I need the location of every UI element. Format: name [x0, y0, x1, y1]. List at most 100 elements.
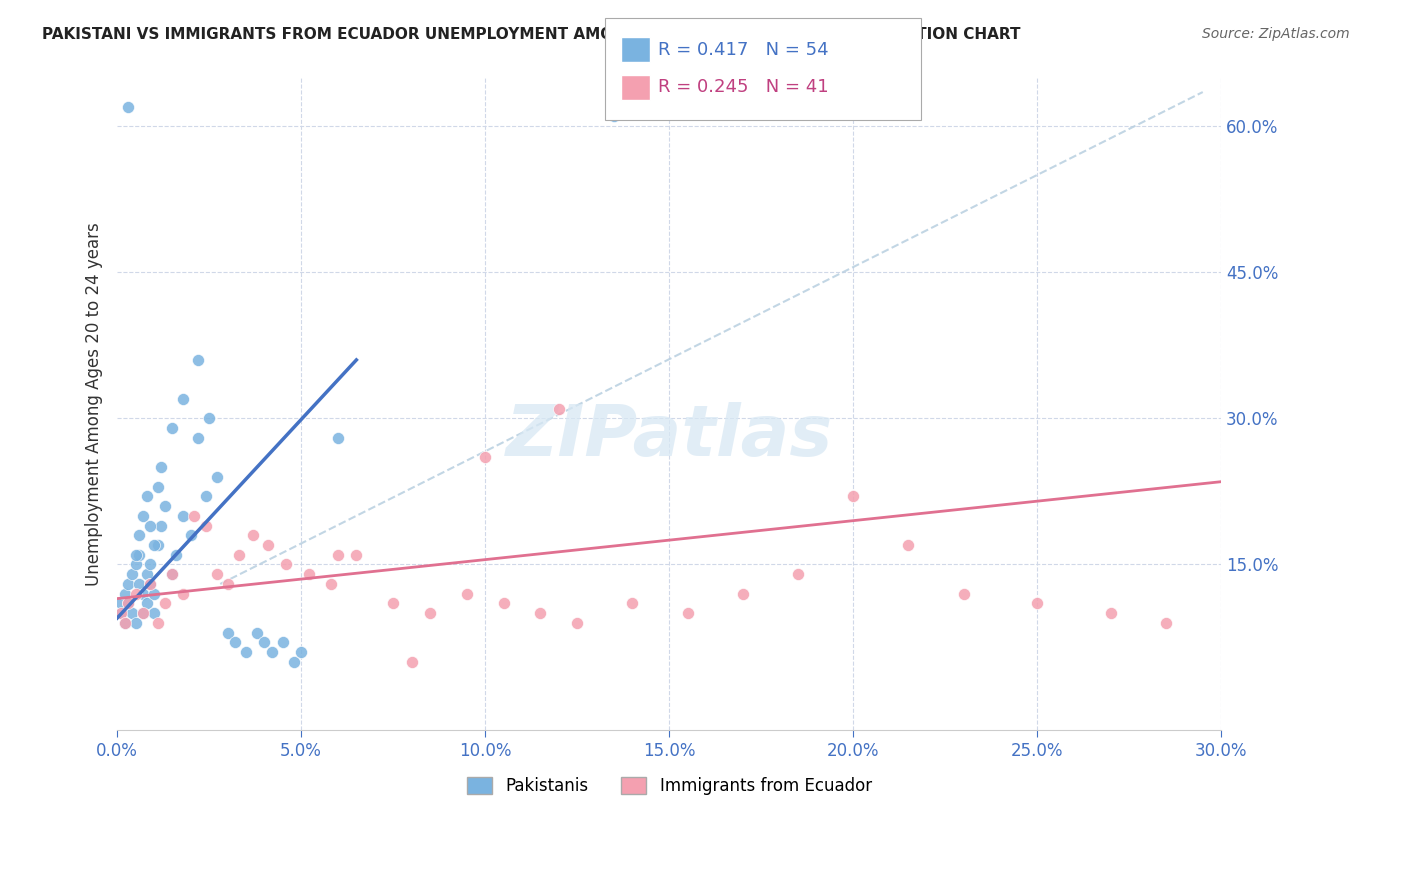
Point	[198, 411, 221, 425]
Point	[187, 431, 209, 445]
Point	[139, 577, 162, 591]
Point	[150, 518, 173, 533]
Point	[180, 528, 202, 542]
Point	[117, 100, 139, 114]
Point	[319, 577, 342, 591]
Point	[276, 558, 298, 572]
Point	[235, 645, 257, 659]
Point	[162, 567, 184, 582]
Point	[110, 606, 132, 620]
Point	[326, 431, 349, 445]
Text: PAKISTANI VS IMMIGRANTS FROM ECUADOR UNEMPLOYMENT AMONG AGES 20 TO 24 YEARS CORR: PAKISTANI VS IMMIGRANTS FROM ECUADOR UNE…	[42, 27, 1021, 42]
Point	[205, 470, 228, 484]
Point	[114, 587, 136, 601]
Point	[456, 587, 478, 601]
Point	[172, 392, 194, 406]
Point	[731, 587, 754, 601]
Point	[135, 489, 157, 503]
Point	[150, 460, 173, 475]
Point	[110, 597, 132, 611]
Point	[162, 421, 184, 435]
Point	[952, 587, 974, 601]
Point	[492, 597, 515, 611]
Point	[183, 508, 205, 523]
Point	[172, 587, 194, 601]
Point	[224, 635, 246, 649]
Point	[124, 615, 146, 630]
Point	[153, 597, 176, 611]
Point	[217, 625, 239, 640]
Point	[326, 548, 349, 562]
Point	[603, 109, 626, 123]
Text: Source: ZipAtlas.com: Source: ZipAtlas.com	[1202, 27, 1350, 41]
Point	[271, 635, 294, 649]
Point	[257, 538, 280, 552]
Point	[162, 567, 184, 582]
Point	[621, 597, 644, 611]
Point	[676, 606, 699, 620]
Point	[897, 538, 920, 552]
Point	[110, 606, 132, 620]
Point	[143, 587, 166, 601]
Point	[132, 508, 155, 523]
Point	[401, 655, 423, 669]
Point	[474, 450, 496, 465]
Point	[242, 528, 264, 542]
Point	[1099, 606, 1122, 620]
Point	[283, 655, 305, 669]
Point	[290, 645, 312, 659]
Point	[567, 615, 589, 630]
Point	[121, 567, 143, 582]
Point	[121, 606, 143, 620]
Point	[194, 489, 217, 503]
Y-axis label: Unemployment Among Ages 20 to 24 years: Unemployment Among Ages 20 to 24 years	[86, 222, 103, 586]
Point	[217, 577, 239, 591]
Point	[124, 558, 146, 572]
Point	[246, 625, 269, 640]
Point	[128, 548, 150, 562]
Point	[143, 538, 166, 552]
Point	[228, 548, 250, 562]
Point	[344, 548, 367, 562]
Point	[143, 606, 166, 620]
Point	[139, 558, 162, 572]
Point	[842, 489, 865, 503]
Text: ZIPatlas: ZIPatlas	[506, 402, 832, 471]
Point	[165, 548, 187, 562]
Point	[153, 499, 176, 513]
Point	[1026, 597, 1049, 611]
Point	[419, 606, 441, 620]
Point	[132, 587, 155, 601]
Point	[132, 606, 155, 620]
Point	[172, 508, 194, 523]
Point	[146, 479, 169, 493]
Point	[146, 615, 169, 630]
Point	[187, 353, 209, 368]
Point	[124, 587, 146, 601]
Point	[117, 597, 139, 611]
Point	[132, 606, 155, 620]
Legend: Pakistanis, Immigrants from Ecuador: Pakistanis, Immigrants from Ecuador	[460, 771, 879, 802]
Point	[128, 528, 150, 542]
Point	[547, 401, 569, 416]
Point	[529, 606, 551, 620]
Point	[135, 567, 157, 582]
Point	[194, 518, 217, 533]
Point	[114, 615, 136, 630]
Point	[260, 645, 283, 659]
Point	[139, 577, 162, 591]
Point	[297, 567, 319, 582]
Point	[124, 548, 146, 562]
Point	[1154, 615, 1177, 630]
Point	[205, 567, 228, 582]
Point	[117, 597, 139, 611]
Point	[117, 577, 139, 591]
Point	[128, 577, 150, 591]
Point	[135, 597, 157, 611]
Point	[139, 518, 162, 533]
Point	[253, 635, 276, 649]
Point	[146, 538, 169, 552]
Point	[382, 597, 405, 611]
Point	[787, 567, 810, 582]
Text: R = 0.245   N = 41: R = 0.245 N = 41	[658, 78, 828, 96]
